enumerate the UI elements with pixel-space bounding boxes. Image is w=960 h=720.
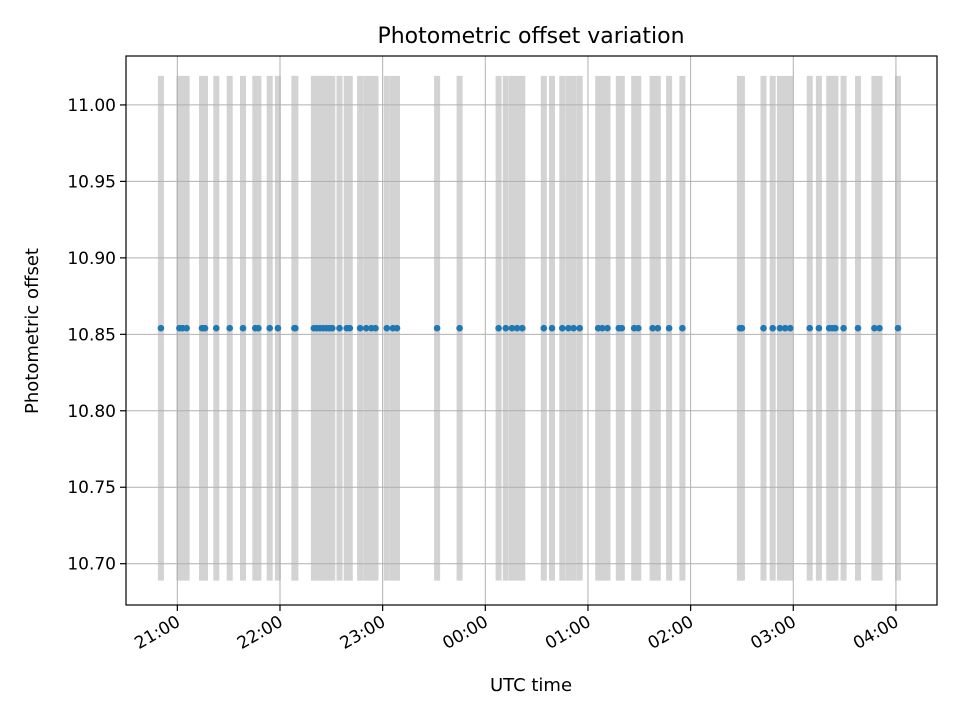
data-point [226, 324, 233, 332]
data-point [456, 324, 463, 332]
chart-title: Photometric offset variation [377, 24, 684, 49]
data-point [508, 324, 516, 332]
data-point [519, 324, 526, 332]
data-point [292, 324, 299, 332]
x-axis-ticks: 21:00 22:00 23:00 00:00 01:00 02:00 03:00 04:00 [131, 605, 902, 654]
x-tick-label: 23:00 [337, 612, 389, 654]
data-point [255, 324, 262, 332]
data-point [649, 324, 656, 332]
grid-lines [126, 56, 937, 605]
y-tick-label: 10.75 [67, 478, 116, 498]
x-tick-label: 02:00 [645, 612, 697, 654]
x-tick-label: 03:00 [747, 612, 799, 654]
data-point [806, 324, 813, 332]
data-point [840, 324, 847, 332]
data-point [362, 324, 370, 332]
data-point [548, 324, 556, 332]
data-point [329, 324, 336, 332]
data-point [760, 324, 767, 332]
data-point [183, 324, 190, 332]
y-tick-label: 10.85 [67, 325, 116, 345]
data-point [213, 324, 220, 332]
y-tick-label: 10.80 [67, 402, 116, 422]
x-tick-label: 04:00 [850, 612, 902, 654]
y-tick-label: 10.95 [67, 172, 116, 192]
y-axis-label: Photometric offset [22, 248, 43, 414]
data-point [599, 324, 606, 332]
x-tick-label: 00:00 [439, 612, 491, 654]
data-point [665, 324, 673, 332]
data-point [502, 324, 510, 332]
plot-frame [125, 55, 938, 606]
data-point [604, 324, 611, 332]
y-axis-ticks: 10.70 10.75 10.80 10.85 10.90 10.95 11.00 [67, 96, 126, 575]
data-point [393, 324, 401, 332]
data-point [894, 324, 902, 332]
data-point [495, 324, 502, 332]
data-point [679, 324, 686, 332]
data-point [781, 324, 789, 332]
data-point [854, 324, 862, 332]
data-point [433, 324, 441, 332]
data-point [346, 324, 354, 332]
data-point [513, 324, 521, 332]
data-point [871, 324, 878, 332]
data-point [372, 324, 379, 332]
data-point [565, 324, 572, 332]
data-point [654, 324, 662, 332]
data-point [540, 324, 548, 332]
data-point [570, 324, 577, 332]
data-point [274, 324, 282, 332]
data-point [876, 324, 883, 332]
x-axis-label: UTC time [490, 675, 572, 696]
data-point [336, 324, 343, 332]
data-point [738, 324, 746, 332]
data-point [832, 324, 839, 332]
data-point [559, 324, 566, 332]
data-point [157, 324, 165, 332]
x-tick-label: 21:00 [131, 612, 183, 654]
data-point [769, 324, 776, 332]
x-tick-label: 22:00 [234, 612, 286, 654]
offset-points [157, 324, 902, 332]
x-tick-label: 01:00 [542, 612, 594, 654]
data-point [266, 324, 274, 332]
data-point [383, 324, 391, 332]
y-tick-label: 10.70 [67, 555, 116, 575]
data-point [618, 324, 626, 332]
data-point [576, 324, 583, 332]
data-point [815, 324, 823, 332]
data-point [786, 324, 794, 332]
data-point [239, 324, 247, 332]
y-tick-label: 10.90 [67, 249, 116, 269]
data-point [356, 324, 364, 332]
data-point [776, 324, 784, 332]
y-tick-label: 11.00 [67, 96, 116, 116]
data-point [201, 324, 209, 332]
data-point [635, 324, 642, 332]
